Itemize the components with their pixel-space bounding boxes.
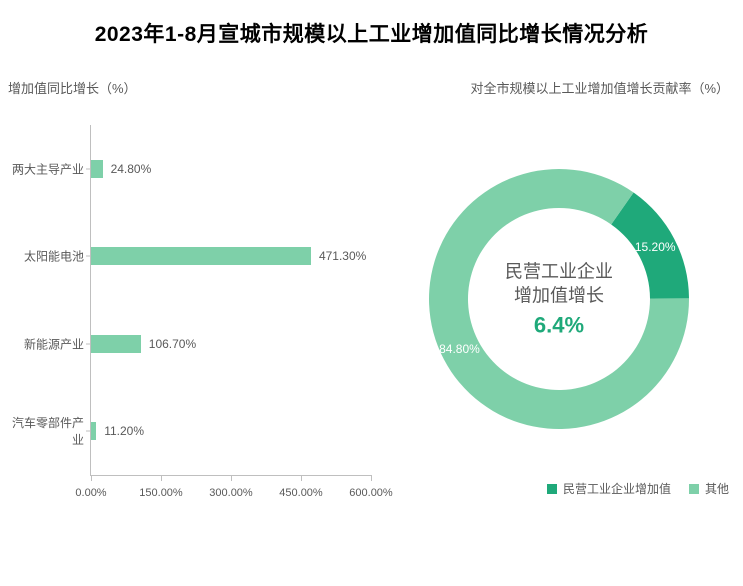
legend: 民营工业企业增加值 其他 (547, 480, 729, 497)
bar-category-label: 太阳能电池 (4, 248, 84, 265)
donut-chart: 民营工业企业 增加值增长 6.4% 15.20% 84.80% (404, 119, 714, 479)
donut-slice-label-minor: 15.20% (635, 240, 676, 254)
bar (91, 335, 141, 353)
bar-chart-plot-area: 0.00%150.00%300.00%450.00%600.00%24.80%4… (90, 125, 371, 476)
donut-chart-subtitle: 对全市规模以上工业增加值增长贡献率（%） (384, 78, 735, 97)
bar-category-label: 汽车零部件产业 (4, 414, 84, 448)
legend-label: 其他 (705, 480, 729, 497)
bar (91, 160, 103, 178)
donut-center: 民营工业企业 增加值增长 6.4% (469, 260, 649, 339)
bar-value-label: 11.20% (104, 424, 144, 438)
donut-slice-label-main: 84.80% (439, 342, 480, 356)
bar-chart: 0.00%150.00%300.00%450.00%600.00%24.80%4… (4, 125, 384, 505)
bar-value-label: 24.80% (111, 162, 152, 176)
donut-center-line1: 民营工业企业 (469, 260, 649, 284)
bar-category-label: 新能源产业 (4, 335, 84, 352)
legend-item: 其他 (689, 480, 729, 497)
legend-item: 民营工业企业增加值 (547, 480, 671, 497)
legend-swatch-icon (689, 484, 699, 494)
bar-category-label: 两大主导产业 (4, 160, 84, 177)
donut-chart-panel: 对全市规模以上工业增加值增长贡献率（%） 民营工业企业 增加值增长 6.4% 1… (384, 48, 735, 505)
bar-x-tick-label: 300.00% (209, 487, 252, 499)
bar-chart-panel: 增加值同比增长（%） 0.00%150.00%300.00%450.00%600… (4, 48, 384, 505)
page-title: 2023年1-8月宣城市规模以上工业增加值同比增长情况分析 (0, 0, 743, 48)
legend-label: 民营工业企业增加值 (563, 480, 671, 497)
bar-chart-subtitle: 增加值同比增长（%） (4, 78, 384, 97)
bar-value-label: 471.30% (319, 249, 366, 263)
donut-center-value: 6.4% (469, 312, 649, 338)
bar (91, 247, 311, 265)
charts-row: 增加值同比增长（%） 0.00%150.00%300.00%450.00%600… (0, 48, 743, 505)
bar-x-tick-label: 450.00% (279, 487, 322, 499)
bar-value-label: 106.70% (149, 337, 196, 351)
bar-x-tick-label: 0.00% (75, 487, 106, 499)
donut-center-line2: 增加值增长 (469, 284, 649, 308)
bar-x-tick-label: 150.00% (139, 487, 182, 499)
legend-swatch-icon (547, 484, 557, 494)
bar (91, 422, 96, 440)
